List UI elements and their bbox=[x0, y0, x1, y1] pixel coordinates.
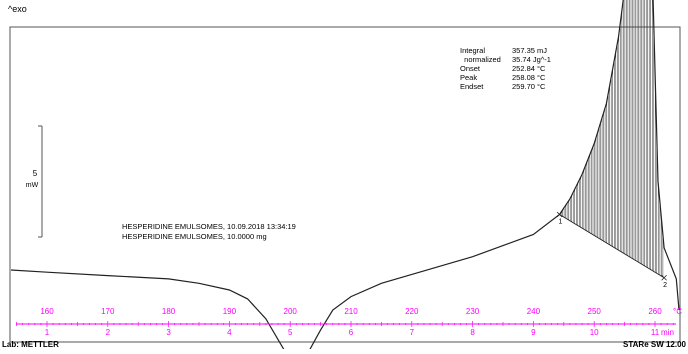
result-label: Onset bbox=[460, 64, 481, 73]
integral-hatching bbox=[560, 0, 664, 277]
temperature-tick-label: 240 bbox=[527, 307, 541, 316]
scale-bar-unit: mW bbox=[26, 182, 39, 189]
temperature-tick-label: 170 bbox=[101, 307, 115, 316]
time-tick-label: 10 bbox=[590, 328, 599, 337]
sample-line: HESPERIDINE EMULSOMES, 10.0000 mg bbox=[122, 232, 267, 241]
scale-bar-value: 5 bbox=[33, 169, 38, 178]
time-tick-label: 9 bbox=[531, 328, 536, 337]
baseline-marker bbox=[556, 211, 563, 218]
footer-right: STARe SW 12.00 bbox=[623, 340, 687, 349]
temperature-tick-label: 160 bbox=[40, 307, 54, 316]
time-tick-label: 6 bbox=[349, 328, 354, 337]
temperature-axis-unit: °C bbox=[673, 307, 682, 316]
result-label: Endset bbox=[460, 82, 484, 91]
integration-baseline bbox=[559, 214, 665, 279]
result-label: Peak bbox=[460, 73, 477, 82]
time-tick-label: 7 bbox=[410, 328, 415, 337]
result-value: 357.35 mJ bbox=[512, 46, 547, 55]
temperature-tick-label: 230 bbox=[466, 307, 480, 316]
temperature-tick-label: 180 bbox=[162, 307, 176, 316]
time-tick-label: 8 bbox=[470, 328, 475, 337]
exo-label: ^exo bbox=[8, 4, 27, 14]
temperature-tick-label: 220 bbox=[405, 307, 419, 316]
result-label: Integral bbox=[460, 46, 485, 55]
footer-left: Lab: METTLER bbox=[2, 340, 59, 349]
time-tick-label: 11 bbox=[651, 328, 660, 337]
temperature-tick-label: 210 bbox=[344, 307, 358, 316]
temperature-tick-label: 250 bbox=[588, 307, 602, 316]
result-label: normalized bbox=[460, 55, 501, 64]
result-value: 258.08 °C bbox=[512, 73, 546, 82]
sample-info: HESPERIDINE EMULSOMES, 10.09.2018 13:34:… bbox=[122, 222, 296, 241]
time-tick-label: 3 bbox=[166, 328, 171, 337]
temperature-tick-label: 200 bbox=[284, 307, 298, 316]
time-tick-label: 1 bbox=[45, 328, 50, 337]
baseline-marker-label: 1 bbox=[559, 219, 563, 226]
curve-markers: 12 bbox=[556, 211, 667, 289]
result-value: 35.74 Jg^-1 bbox=[512, 55, 551, 64]
temperature-tick-label: 260 bbox=[648, 307, 662, 316]
dsc-curve bbox=[10, 0, 680, 354]
result-value: 252.84 °C bbox=[512, 64, 546, 73]
time-axis-unit: min bbox=[661, 328, 674, 337]
baseline-marker-label: 2 bbox=[663, 282, 667, 289]
time-tick-label: 4 bbox=[227, 328, 232, 337]
plot-frame bbox=[9, 26, 681, 343]
time-axis: min 1 2 3 4 5 6 7 8 9 10 11 bbox=[45, 328, 674, 337]
time-tick-label: 5 bbox=[288, 328, 293, 337]
result-value: 259.70 °C bbox=[512, 82, 546, 91]
time-tick-label: 2 bbox=[106, 328, 111, 337]
results-table: Integral 357.35 mJ normalized 35.74 Jg^-… bbox=[460, 46, 551, 91]
temperature-axis: °C 160 170 180 190 200 210 220 230 240 250 260 bbox=[16, 307, 682, 327]
sample-line: HESPERIDINE EMULSOMES, 10.09.2018 13:34:… bbox=[122, 222, 296, 231]
scale-bar: 5 mW bbox=[26, 125, 43, 238]
baseline-marker bbox=[661, 274, 667, 281]
temperature-tick-label: 190 bbox=[223, 307, 237, 316]
